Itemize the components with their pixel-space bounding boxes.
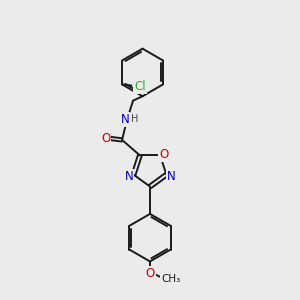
Text: CH₃: CH₃	[161, 274, 180, 284]
Text: H: H	[131, 113, 139, 124]
Text: Cl: Cl	[134, 80, 146, 93]
Text: O: O	[159, 148, 169, 161]
Text: O: O	[146, 267, 154, 280]
Text: N: N	[121, 112, 129, 126]
Text: N: N	[124, 169, 133, 183]
Text: O: O	[101, 132, 110, 145]
Text: N: N	[167, 169, 176, 183]
